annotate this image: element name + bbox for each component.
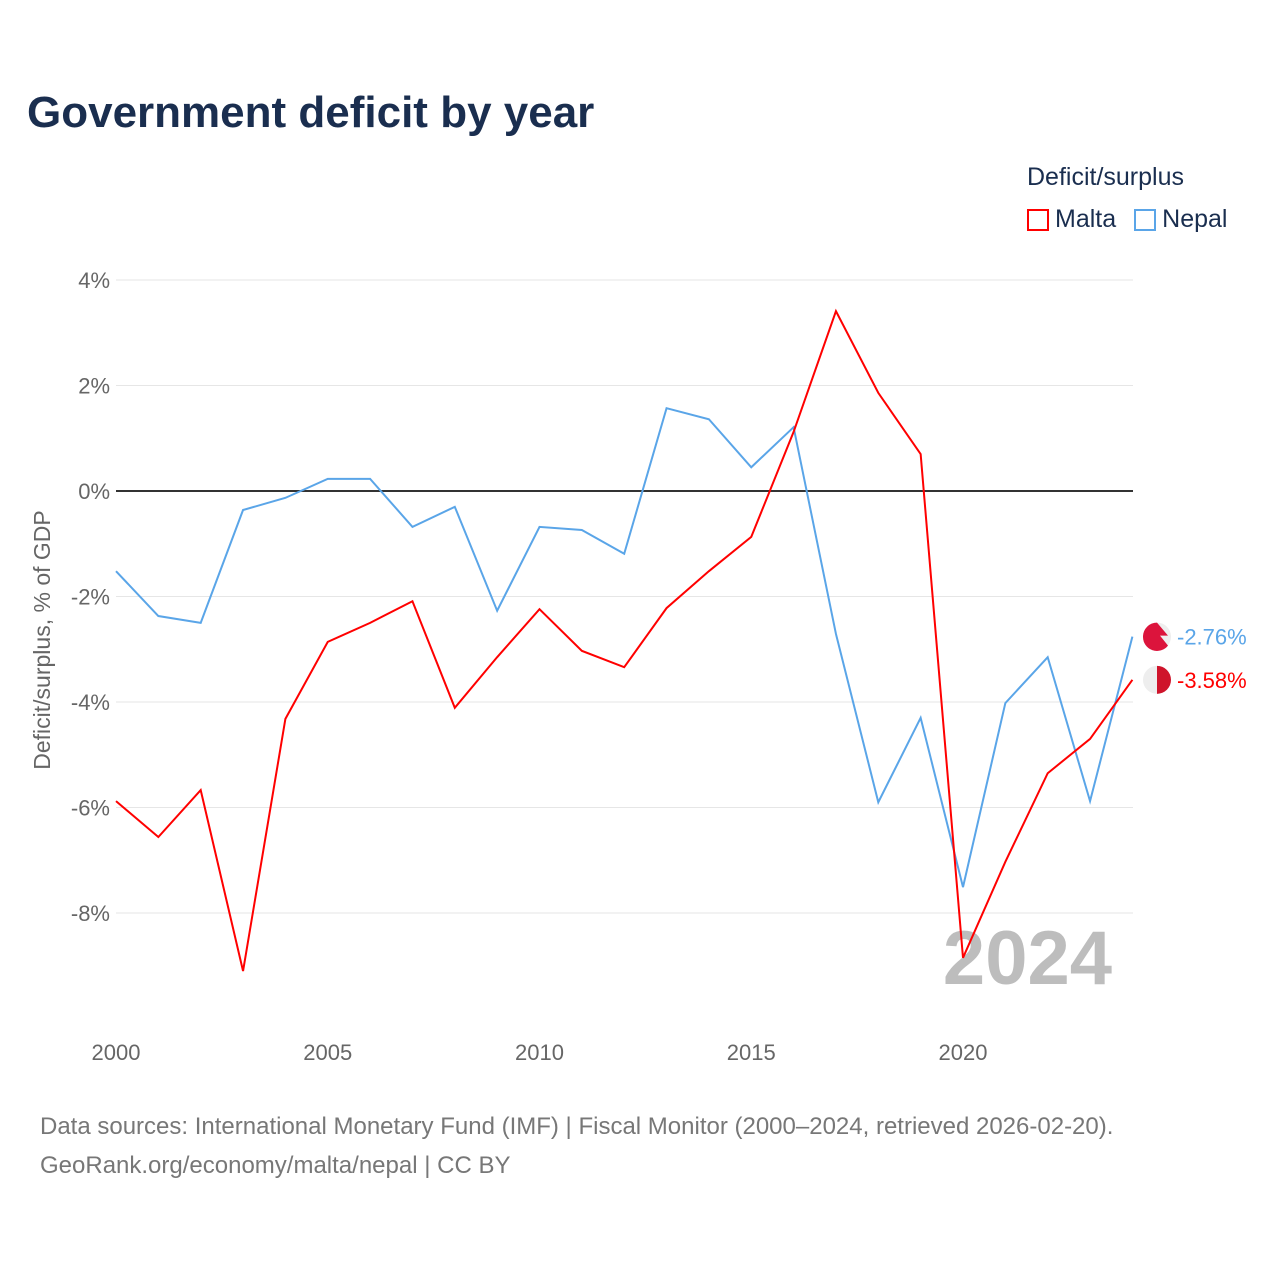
x-tick-label: 2015: [727, 1040, 776, 1065]
legend: Malta Nepal: [1027, 205, 1227, 234]
x-tick-label: 2005: [303, 1040, 352, 1065]
y-tick-label: -6%: [71, 796, 110, 821]
series-line-nepal: [115, 406, 1134, 888]
legend-item-malta[interactable]: Malta: [1027, 205, 1116, 234]
footer: Data sources: International Monetary Fun…: [40, 1107, 1113, 1185]
legend-swatch-nepal: [1134, 208, 1157, 231]
y-tick-label: 2%: [78, 374, 110, 399]
x-tick-label: 2010: [515, 1040, 564, 1065]
legend-swatch-malta: [1027, 208, 1049, 231]
y-tick-label: -4%: [71, 690, 110, 715]
y-tick-label: 0%: [78, 479, 110, 504]
y-tick-label: -8%: [71, 901, 110, 926]
y-axis-label: Deficit/surplus, % of GDP: [29, 510, 55, 769]
y-tick-label: 4%: [78, 268, 110, 293]
source-text: Data sources: International Monetary Fun…: [40, 1113, 1114, 1140]
legend-label: Malta: [1055, 205, 1117, 233]
legend-title: Deficit/surplus: [1027, 163, 1184, 191]
chart-title: Government deficit by year: [27, 88, 595, 137]
y-tick-label: -2%: [71, 585, 110, 610]
legend-label: Nepal: [1162, 205, 1228, 233]
series-line-malta: [115, 308, 1134, 972]
flag-half: [1157, 665, 1171, 694]
x-tick-label: 2000: [92, 1040, 141, 1065]
end-label-nepal: -2.76%: [1177, 625, 1247, 650]
legend-item-nepal[interactable]: Nepal: [1134, 205, 1227, 234]
year-watermark: 2024: [943, 916, 1112, 1001]
x-tick-label: 2020: [939, 1040, 988, 1065]
end-label-malta: -3.58%: [1177, 668, 1247, 693]
attribution-link[interactable]: GeoRank.org/economy/malta/nepal | CC BY: [40, 1152, 511, 1179]
flag-shape: [1142, 622, 1168, 651]
